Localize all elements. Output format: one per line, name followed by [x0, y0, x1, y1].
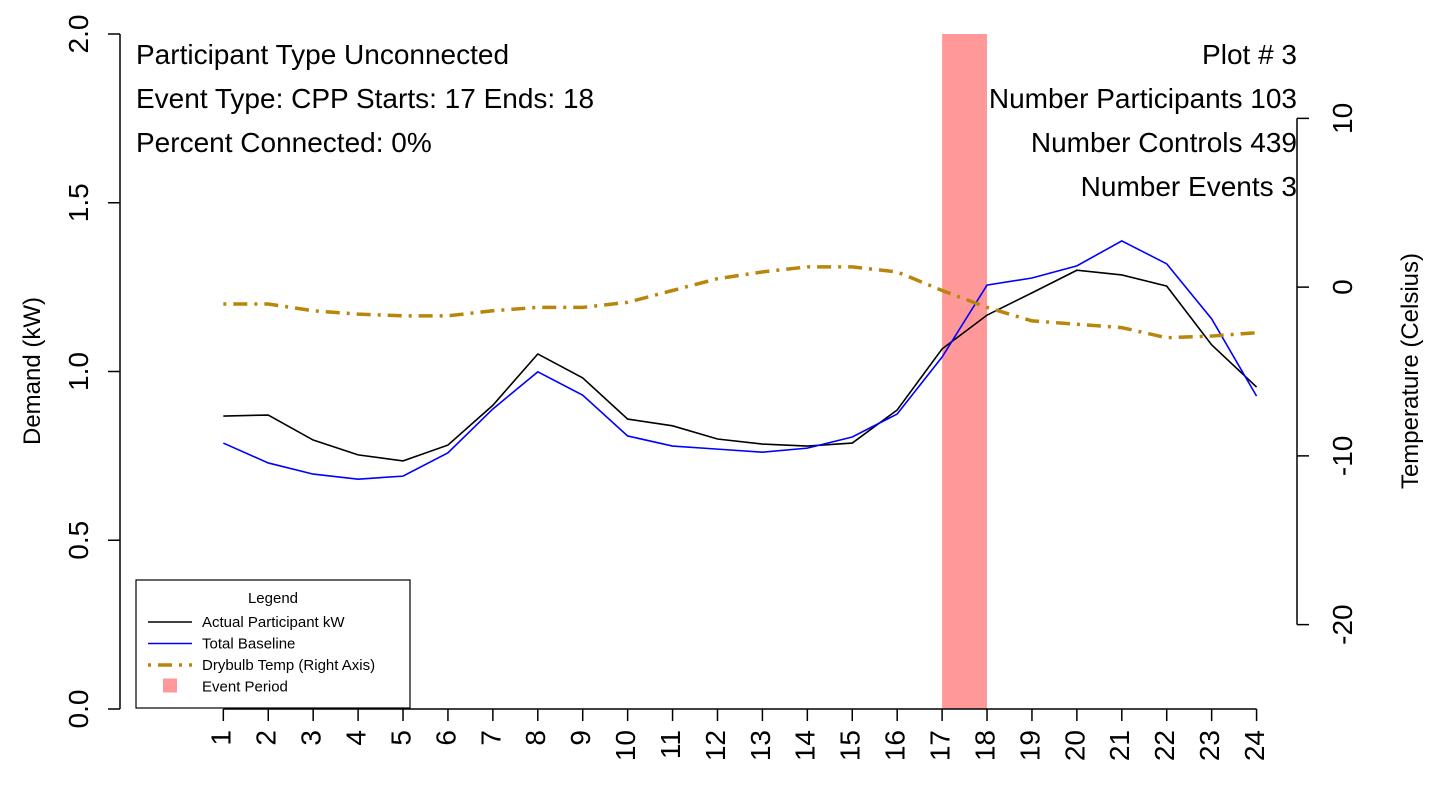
- y2-tick-label: 0: [1327, 279, 1358, 295]
- x-tick-label: 24: [1239, 730, 1270, 761]
- annotation: Number Participants 103: [989, 83, 1297, 114]
- legend-label: Drybulb Temp (Right Axis): [202, 657, 375, 674]
- x-tick-label: 12: [700, 730, 731, 761]
- x-tick-label: 16: [880, 730, 911, 761]
- x-tick-label: 17: [924, 730, 955, 761]
- x-tick-label: 13: [745, 730, 776, 761]
- x-tick-label: 15: [835, 730, 866, 761]
- annotation: Participant Type Unconnected: [136, 39, 509, 70]
- series-line: [222, 239, 1258, 480]
- x-tick-label: 14: [790, 730, 821, 761]
- x-tick-label: 1: [206, 730, 237, 746]
- x-tick-label: 19: [1014, 730, 1045, 761]
- x-tick-label: 21: [1104, 730, 1135, 761]
- x-tick-label: 5: [385, 730, 416, 746]
- legend-label: Total Baseline: [202, 636, 295, 653]
- y-tick-label: 1.0: [63, 352, 94, 391]
- x-tick-label: 3: [296, 730, 327, 746]
- x-tick-label: 6: [430, 730, 461, 746]
- x-tick-label: 18: [969, 730, 1000, 761]
- legend-swatch: [163, 678, 177, 693]
- y-tick-label: 0.5: [63, 521, 94, 560]
- x-tick-label: 22: [1149, 730, 1180, 761]
- legend-label: Actual Participant kW: [202, 614, 345, 631]
- y2-tick-label: -10: [1327, 436, 1358, 476]
- x-tick-label: 11: [655, 730, 686, 759]
- x-tick-label: 7: [475, 730, 506, 746]
- y2-axis-title: Temperature (Celsius): [1397, 253, 1424, 489]
- annotation: Percent Connected: 0%: [136, 127, 432, 158]
- annotation: Number Controls 439: [1031, 127, 1297, 158]
- y2-tick-label: 10: [1327, 103, 1358, 134]
- series-line: [223, 265, 1257, 340]
- y-tick-label: 0.0: [63, 690, 94, 729]
- y2-tick-label: -20: [1327, 604, 1358, 644]
- x-tick-label: 2: [251, 730, 282, 746]
- x-tick-label: 10: [610, 730, 641, 761]
- annotation: Event Type: CPP Starts: 17 Ends: 18: [136, 83, 594, 114]
- series-line: [223, 269, 1258, 462]
- annotation: Number Events 3: [1081, 171, 1297, 202]
- annotation: Plot # 3: [1202, 39, 1297, 70]
- event-period: [942, 34, 988, 709]
- x-tick-label: 8: [520, 730, 551, 746]
- x-tick-label: 9: [565, 730, 596, 746]
- x-tick-label: 23: [1194, 730, 1225, 761]
- legend-label: Event Period: [202, 679, 288, 696]
- y-tick-label: 2.0: [63, 15, 94, 54]
- y-tick-label: 1.5: [63, 183, 94, 222]
- y-axis-title: Demand (kW): [19, 297, 46, 445]
- legend-title: Legend: [248, 590, 298, 607]
- x-tick-label: 20: [1059, 730, 1090, 761]
- x-tick-label: 4: [340, 730, 371, 746]
